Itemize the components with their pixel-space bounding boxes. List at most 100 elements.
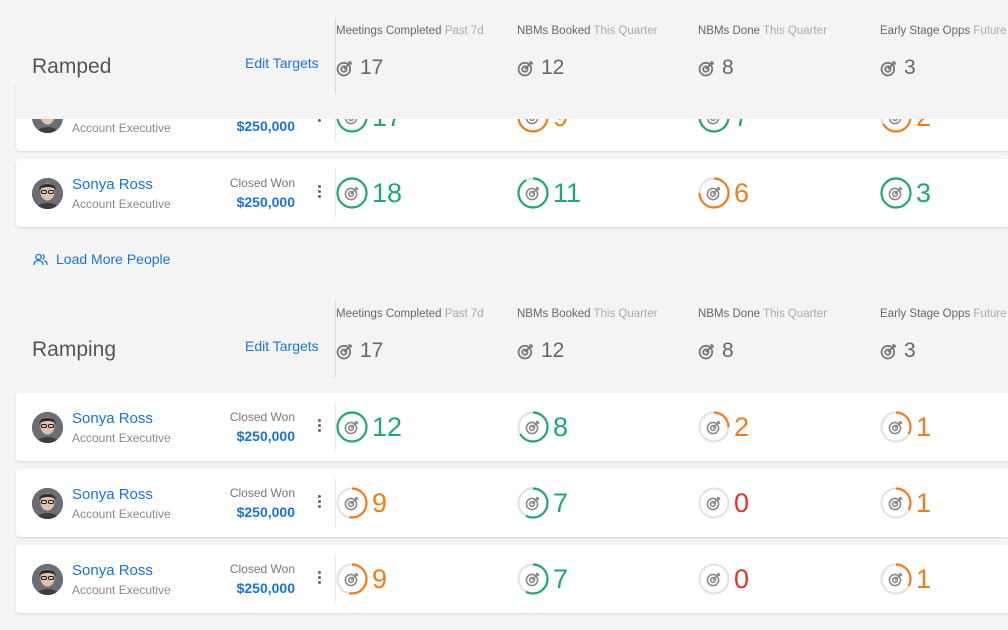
person-name-link[interactable]: Sonya Ross (72, 486, 153, 503)
goal-progress-value: 1 (916, 488, 932, 518)
progress-ring-icon (880, 563, 912, 595)
goal-progress-cell[interactable]: 7 (517, 562, 568, 596)
person-role: Account Executive (72, 121, 171, 135)
ring-progress (880, 177, 912, 209)
goal-progress-cell[interactable]: 1 (880, 410, 931, 444)
ring-progress (698, 411, 730, 443)
goal-progress-cell[interactable]: 0 (698, 562, 749, 596)
edit-targets-link[interactable]: Edit Targets (245, 55, 319, 71)
person-role: Account Executive (72, 197, 171, 211)
goal-period: Past 7d (444, 25, 484, 37)
goal-progress-cell[interactable]: 11 (517, 176, 581, 210)
avatar (32, 564, 63, 595)
avatar (32, 412, 63, 443)
target-icon (344, 572, 359, 587)
more-options-icon[interactable] (314, 493, 324, 513)
person-row: Sonya Ross Account Executive Closed Won $25… (16, 469, 1008, 537)
target-icon (517, 60, 534, 77)
goal-target: 8 (698, 56, 868, 80)
more-options-icon[interactable] (314, 417, 324, 437)
row-divider (335, 479, 336, 527)
goal-title: Meetings Completed Past 7d (336, 306, 506, 338)
person-row: Sonya Ross Account Executive Closed Won $25… (16, 393, 1008, 461)
progress-ring-icon (336, 487, 368, 519)
metric-value: $250,000 (236, 504, 295, 520)
person-role: Account Executive (72, 507, 171, 521)
goal-progress-value: 2 (734, 412, 750, 442)
person-role: Account Executive (72, 583, 171, 597)
metric-value: $250,000 (236, 580, 295, 596)
ring-progress (880, 487, 912, 519)
progress-ring-icon (517, 487, 549, 519)
avatar (32, 178, 63, 209)
metric-value: $250,000 (236, 428, 295, 444)
goal-progress-cell[interactable]: 0 (698, 486, 749, 520)
section-title: Ramped (32, 55, 112, 78)
goal-progress-value: 6 (734, 178, 750, 208)
goal-target: 17 (336, 339, 506, 363)
goal-progress-cell[interactable]: 6 (698, 176, 749, 210)
ring-progress (336, 563, 368, 595)
goal-progress-cell[interactable]: 8 (517, 410, 568, 444)
goal-title: NBMs Booked This Quarter (517, 306, 687, 338)
goal-progress-cell[interactable]: 9 (336, 486, 387, 520)
goal-target: 8 (698, 339, 868, 363)
ring-progress (517, 563, 549, 595)
goal-progress-cell[interactable]: 1 (880, 562, 931, 596)
goal-progress-value: 12 (372, 412, 403, 442)
ramped-section-header: Ramped Edit Targets Meetings Completed P… (16, 17, 1008, 119)
goal-progress-cell[interactable]: 3 (880, 176, 931, 210)
goal-progress-cell[interactable]: 12 (336, 410, 402, 444)
goal-name: NBMs Booked (517, 308, 591, 320)
goal-target: 3 (880, 339, 1008, 363)
progress-ring-icon (698, 563, 730, 595)
goal-name: Early Stage Opps (880, 308, 971, 320)
goal-progress-cell[interactable]: 18 (336, 176, 402, 210)
target-icon (517, 343, 534, 360)
load-more-button[interactable]: Load More People (33, 251, 170, 267)
row-divider (335, 555, 336, 603)
goal-target: 17 (336, 56, 506, 80)
progress-ring-icon (517, 411, 549, 443)
goal-period: Future Quarter (973, 308, 1008, 320)
goal-target: 12 (517, 339, 687, 363)
edit-targets-link[interactable]: Edit Targets (245, 338, 319, 354)
target-icon (706, 496, 721, 511)
row-divider (335, 169, 336, 217)
goal-target-value: 17 (360, 339, 384, 362)
target-icon (706, 420, 721, 435)
person-name-link[interactable]: Sonya Ross (72, 562, 153, 579)
goal-progress-cell[interactable]: 2 (698, 410, 749, 444)
goal-progress-cell[interactable]: 9 (336, 562, 387, 596)
goal-progress-cell[interactable]: 1 (880, 486, 931, 520)
target-icon (698, 60, 715, 77)
header-divider (335, 17, 336, 95)
person-name-link[interactable]: Sonya Ross (72, 176, 153, 193)
goal-target-value: 12 (541, 56, 565, 79)
goal-progress-cell[interactable]: 7 (517, 486, 568, 520)
ring-track (698, 487, 730, 519)
target-icon (336, 60, 353, 77)
ramping-section-header: Ramping Edit Targets Meetings Completed … (16, 300, 1008, 402)
more-options-icon[interactable] (314, 569, 324, 589)
goal-name: NBMs Done (698, 308, 760, 320)
progress-ring-icon (880, 177, 912, 209)
goal-progress-value: 7 (553, 564, 569, 594)
progress-ring-icon (517, 177, 549, 209)
goal-title: Early Stage Opps Future Quarter (880, 306, 1008, 338)
goal-progress-value: 8 (553, 412, 569, 442)
row-divider (335, 403, 336, 451)
goal-target-value: 8 (722, 56, 734, 79)
ring-progress (698, 177, 730, 209)
person-name-link[interactable]: Sonya Ross (72, 410, 153, 427)
goal-target-value: 17 (360, 56, 384, 79)
goal-progress-value: 18 (372, 178, 403, 208)
progress-ring-icon (336, 177, 368, 209)
more-options-icon[interactable] (314, 183, 324, 203)
metric-label: Closed Won (229, 410, 295, 424)
goal-period: Past 7d (444, 308, 484, 320)
header-divider (335, 300, 336, 378)
target-icon (525, 496, 540, 511)
ring-track (698, 563, 730, 595)
goal-column-header: NBMs Booked This Quarter 12 (517, 306, 687, 363)
